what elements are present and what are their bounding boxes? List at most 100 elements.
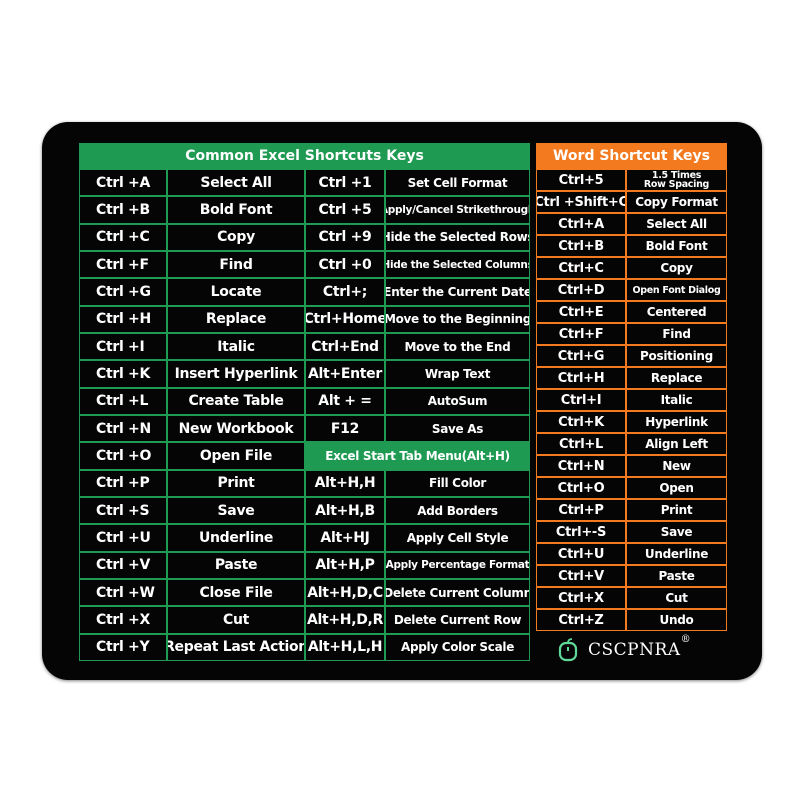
excel-shortcut-key: Ctrl +N: [79, 414, 167, 443]
word-shortcut-key: Ctrl+K: [536, 411, 626, 433]
word-shortcut-key: Ctrl+Z: [536, 609, 626, 631]
excel-shortcut-key: Ctrl +G: [79, 278, 167, 306]
excel-shortcut-desc: Create Table: [167, 387, 305, 415]
excel-shortcut-key: Ctrl +L: [79, 387, 167, 415]
excel-shortcut-desc: Bold Font: [167, 196, 305, 224]
word-shortcut-key: Ctrl+X: [536, 587, 626, 609]
excel-shortcut-key: Ctrl +F: [79, 250, 167, 279]
excel-shortcut-key: Ctrl +K: [79, 360, 167, 388]
word-shortcut-desc: Find: [626, 323, 727, 345]
excel-shortcut-desc: Enter the Current Date: [385, 278, 530, 306]
excel-shortcut-key: Ctrl +V: [79, 551, 167, 579]
word-shortcut-desc: Hyperlink: [626, 411, 727, 433]
word-shortcut-key: Ctrl +Shift+C: [536, 191, 626, 213]
excel-shortcut-key: Ctrl +C: [79, 223, 167, 251]
excel-shortcut-key: Alt+HJ: [305, 524, 385, 552]
excel-shortcut-key: Alt+H,P: [305, 551, 385, 579]
word-shortcut-desc: Positioning: [626, 345, 727, 367]
excel-shortcut-key: Ctrl +S: [79, 496, 167, 525]
excel-shortcut-key: Ctrl +5: [305, 196, 385, 224]
excel-shortcut-desc: Apply Cell Style: [385, 524, 530, 552]
word-shortcut-desc: Select All: [626, 213, 727, 235]
excel-shortcut-key: Ctrl +Y: [79, 633, 167, 661]
excel-shortcut-key: Ctrl +H: [79, 305, 167, 333]
word-shortcut-desc: Underline: [626, 543, 727, 565]
word-shortcut-desc: Copy: [626, 257, 727, 279]
excel-shortcut-key: F12: [305, 414, 385, 443]
excel-shortcuts-table: Common Excel Shortcuts Keys Ctrl +A Selec…: [79, 143, 530, 661]
word-shortcut-desc: Italic: [626, 389, 727, 411]
word-shortcut-desc: Print: [626, 499, 727, 521]
word-shortcut-key: Ctrl+-S: [536, 521, 626, 543]
excel-shortcut-key: Ctrl +U: [79, 524, 167, 552]
excel-section-header: Excel Start Tab Menu(Alt+H): [305, 442, 530, 470]
excel-shortcut-key: Ctrl +9: [305, 223, 385, 251]
excel-shortcut-desc: Save As: [385, 414, 530, 443]
excel-shortcut-key: Ctrl +0: [305, 250, 385, 279]
excel-shortcut-desc: AutoSum: [385, 387, 530, 415]
excel-shortcut-desc: Hide the Selected Rows: [385, 223, 530, 251]
word-shortcut-key: Ctrl+A: [536, 213, 626, 235]
excel-shortcut-desc: Add Borders: [385, 496, 530, 525]
desc-line: Row Spacing: [643, 179, 710, 190]
excel-shortcut-key: Alt+H,B: [305, 496, 385, 525]
word-shortcut-key: Ctrl+L: [536, 433, 626, 455]
word-shortcut-desc: New: [626, 455, 727, 477]
excel-shortcut-desc: Underline: [167, 524, 305, 552]
excel-shortcut-desc: Move to the End: [385, 332, 530, 361]
excel-table-title: Common Excel Shortcuts Keys: [185, 148, 424, 164]
word-shortcut-key: Ctrl+I: [536, 389, 626, 411]
brand-name-text: CSCPNRA: [588, 640, 681, 660]
excel-shortcut-key: Alt+H,H: [305, 469, 385, 497]
word-shortcut-desc: Centered: [626, 301, 727, 323]
excel-shortcut-desc: Select All: [167, 169, 305, 197]
word-shortcut-key: Ctrl+C: [536, 257, 626, 279]
excel-shortcut-desc: Apply/Cancel Strikethrough: [385, 196, 530, 224]
excel-shortcut-desc: Move to the Beginning: [385, 305, 530, 333]
word-shortcut-key: Ctrl+E: [536, 301, 626, 323]
brand-name: CSCPNRA®: [588, 634, 691, 660]
excel-shortcut-desc: Find: [167, 250, 305, 279]
excel-shortcut-desc: Delete Current Row: [385, 606, 530, 634]
word-shortcut-desc: Paste: [626, 565, 727, 587]
mouse-icon: [558, 638, 578, 662]
word-shortcut-key: Ctrl+F: [536, 323, 626, 345]
excel-shortcut-key: Alt+H,D,R: [305, 606, 385, 634]
excel-shortcut-desc: Repeat Last Action: [167, 633, 305, 661]
registered-mark: ®: [680, 634, 692, 645]
excel-shortcut-key: Ctrl +X: [79, 606, 167, 634]
excel-shortcut-key: Ctrl +B: [79, 196, 167, 224]
word-shortcut-desc: Copy Format: [626, 191, 727, 213]
word-shortcut-desc: Save: [626, 521, 727, 543]
word-shortcut-desc: Replace: [626, 367, 727, 389]
excel-shortcut-desc: Paste: [167, 551, 305, 579]
excel-shortcut-desc: Save: [167, 496, 305, 525]
excel-shortcut-desc: Hide the Selected Columns: [385, 250, 530, 279]
excel-shortcut-key: Alt + =: [305, 387, 385, 415]
word-shortcut-desc: Open Font Dialog: [626, 279, 727, 301]
word-shortcut-key: Ctrl+O: [536, 477, 626, 499]
excel-shortcut-desc: Insert Hyperlink: [167, 360, 305, 388]
excel-shortcut-key: Ctrl +O: [79, 442, 167, 470]
word-shortcut-desc: Align Left: [626, 433, 727, 455]
excel-shortcut-desc: Open File: [167, 442, 305, 470]
word-shortcut-key: Ctrl+B: [536, 235, 626, 257]
excel-shortcut-key: Ctrl+Home: [305, 305, 385, 333]
excel-shortcut-desc: Locate: [167, 278, 305, 306]
excel-shortcut-desc: Replace: [167, 305, 305, 333]
excel-shortcut-desc: Copy: [167, 223, 305, 251]
word-shortcut-desc: Cut: [626, 587, 727, 609]
excel-shortcut-key: Ctrl+End: [305, 332, 385, 361]
word-shortcut-key: Ctrl+H: [536, 367, 626, 389]
excel-shortcut-desc: Apply Color Scale: [385, 633, 530, 661]
excel-shortcut-desc: Cut: [167, 606, 305, 634]
excel-shortcut-key: Ctrl +I: [79, 332, 167, 361]
word-shortcut-desc: Undo: [626, 609, 727, 631]
excel-shortcut-desc: Fill Color: [385, 469, 530, 497]
word-shortcuts-table: Word Shortcut Keys Ctrl+5 1.5 Times Row …: [536, 143, 727, 631]
excel-shortcut-key: Ctrl +P: [79, 469, 167, 497]
desc-line: 1.5 Times: [651, 170, 702, 181]
excel-shortcut-desc: Italic: [167, 332, 305, 361]
word-shortcut-key: Ctrl+5: [536, 169, 626, 191]
word-shortcut-key: Ctrl+P: [536, 499, 626, 521]
